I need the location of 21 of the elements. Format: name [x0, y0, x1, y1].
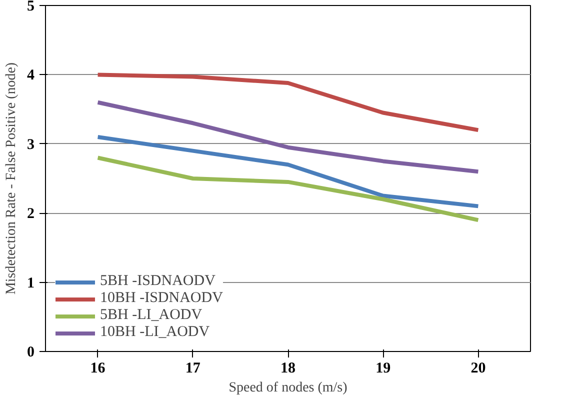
x-tick-label: 16 — [90, 360, 106, 376]
y-tick-label: 5 — [27, 0, 34, 14]
line-series — [96, 72, 480, 132]
line-series — [96, 100, 480, 174]
legend-label: 10BH -ISDNAODV — [100, 290, 223, 307]
legend-label: 10BH -LI_AODV — [100, 324, 210, 341]
y-axis-title: Misdetection Rate - False Positive (node) — [4, 62, 19, 295]
line-series — [96, 156, 480, 222]
y-tick-label: 2 — [27, 206, 34, 222]
y-tick-label: 0 — [27, 344, 34, 360]
x-tick-label: 20 — [470, 360, 486, 376]
x-tick-label: 18 — [280, 360, 296, 376]
y-tick-label: 1 — [27, 275, 34, 292]
legend-label: 5BH -ISDNAODV — [100, 273, 216, 290]
legend-label: 5BH -LI_AODV — [100, 307, 202, 324]
y-tick-label: 4 — [27, 68, 35, 84]
x-tick-label: 19 — [376, 360, 391, 376]
line-series — [96, 134, 480, 208]
x-tick-label: 17 — [185, 360, 201, 376]
y-tick-label: 3 — [27, 136, 34, 153]
x-axis-title: Speed of nodes (m/s) — [228, 380, 348, 396]
